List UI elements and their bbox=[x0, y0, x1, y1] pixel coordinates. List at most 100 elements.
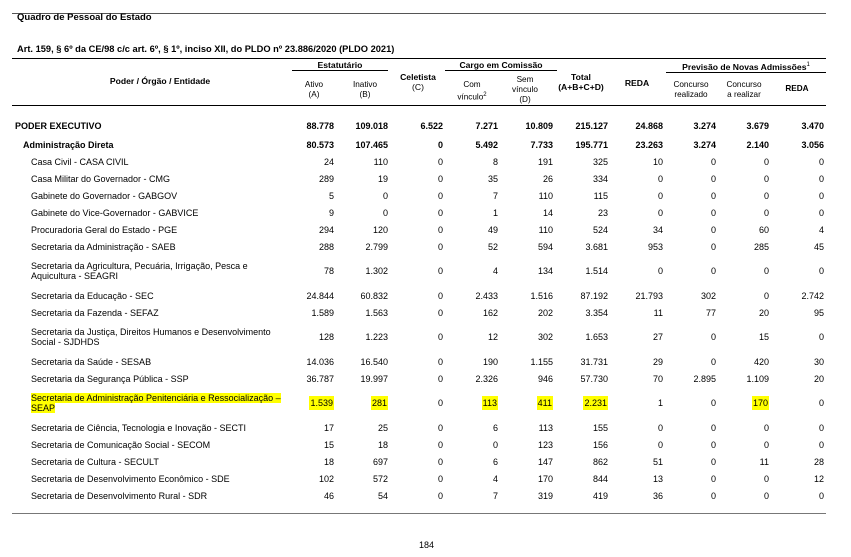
cell-celetista: 0 bbox=[437, 356, 443, 367]
cell-celetista: 0 bbox=[437, 207, 443, 218]
cell-realizado: 2.895 bbox=[693, 373, 716, 384]
cell-total: 419 bbox=[592, 490, 608, 501]
cell-total: 3.681 bbox=[585, 241, 608, 252]
cell-realizado: 0 bbox=[710, 224, 716, 235]
cell-reda: 0 bbox=[657, 207, 663, 218]
cell-sem: 26 bbox=[542, 173, 553, 184]
row-entity-name: PODER EXECUTIVO bbox=[15, 121, 102, 131]
table-row: Casa Civil - CASA CIVIL 24 110 0 8 191 325 10 0 0… bbox=[12, 153, 826, 170]
cell-ativo: 24 bbox=[323, 156, 334, 167]
cell-reda: 24.868 bbox=[635, 121, 663, 131]
cell-celetista: 0 bbox=[437, 173, 443, 184]
cell-inativo: 19.997 bbox=[360, 373, 388, 384]
cell-total: 1.653 bbox=[585, 332, 608, 342]
table-row: Secretaria de Administração Penitenciári… bbox=[12, 387, 826, 419]
cell-com: 52 bbox=[487, 241, 498, 252]
row-entity-name: Casa Civil - CASA CIVIL bbox=[31, 156, 129, 167]
cell-sem: 123 bbox=[537, 439, 553, 450]
cell-reda: 21.793 bbox=[635, 290, 663, 301]
row-entity-name: Casa Militar do Governador - CMG bbox=[31, 173, 171, 184]
cell-realizar: 0 bbox=[763, 490, 769, 501]
cell-com: 6 bbox=[492, 422, 498, 433]
cell-sem: 110 bbox=[538, 190, 553, 201]
table-row: Secretaria da Justiça, Direitos Humanos … bbox=[12, 321, 826, 353]
table-row: Secretaria da Agricultura, Pecuária, Irr… bbox=[12, 255, 826, 287]
table-row: Casa Militar do Governador - CMG 289 19 0 35… bbox=[12, 170, 826, 187]
cell-ativo: 128 bbox=[318, 332, 334, 342]
header-top-rule bbox=[12, 58, 826, 59]
table-row: Administração Direta 80.573 107.465 0 5.492 7… bbox=[12, 136, 826, 153]
cell-ativo: 294 bbox=[318, 224, 334, 235]
cell-com: 49 bbox=[487, 224, 498, 235]
cell-celetista: 0 bbox=[437, 190, 443, 201]
header-celetista: Celetista (C) bbox=[400, 72, 436, 92]
cell-com: 6 bbox=[492, 456, 498, 467]
table-row: Secretaria da Educação - SEC 24.844 60.832… bbox=[12, 287, 826, 304]
cell-celetista: 0 bbox=[437, 224, 443, 235]
cell-reda2: 0 bbox=[818, 490, 824, 501]
table-row: Secretaria de Ciência, Tecnologia e Inov… bbox=[12, 419, 826, 436]
cell-sem: 191 bbox=[537, 156, 553, 167]
cell-reda2: 0 bbox=[818, 207, 824, 218]
cell-inativo: 0 bbox=[382, 207, 388, 218]
cell-celetista: 0 bbox=[437, 307, 443, 318]
cell-reda2: 3.470 bbox=[801, 121, 824, 131]
cell-reda2: 12 bbox=[813, 473, 824, 484]
cell-com: 113 bbox=[481, 396, 498, 410]
table-body: PODER EXECUTIVO 88.778 109.018 6.522 7.271 10… bbox=[12, 116, 826, 504]
cell-inativo: 109.018 bbox=[355, 121, 388, 131]
cell-com: 7.271 bbox=[475, 121, 498, 131]
cell-reda2: 30 bbox=[813, 356, 824, 367]
cell-total: 115 bbox=[593, 190, 608, 201]
cell-total: 524 bbox=[592, 224, 608, 235]
header-inativo: Inativo (B) bbox=[352, 80, 378, 99]
cell-reda2: 28 bbox=[813, 456, 824, 467]
cell-sem: 946 bbox=[537, 373, 553, 384]
cell-realizar: 20 bbox=[758, 307, 769, 318]
staff-table: PODER EXECUTIVO 88.778 109.018 6.522 7.271 10… bbox=[12, 116, 826, 504]
cell-celetista: 0 bbox=[437, 422, 443, 433]
row-entity-name: Procuradoria Geral do Estado - PGE bbox=[31, 224, 178, 235]
cell-total: 844 bbox=[592, 473, 608, 484]
cell-inativo: 2.799 bbox=[365, 241, 388, 252]
table-row: Secretaria da Fazenda - SEFAZ 1.589 1.563 0… bbox=[12, 304, 826, 321]
cell-celetista: 0 bbox=[437, 241, 443, 252]
top-rule bbox=[12, 13, 826, 14]
cell-realizado: 3.274 bbox=[693, 139, 716, 150]
cell-com: 4 bbox=[492, 473, 498, 484]
cell-total: 334 bbox=[592, 173, 608, 184]
comissao-rule bbox=[445, 70, 557, 71]
cell-reda2: 20 bbox=[813, 373, 824, 384]
cell-reda2: 0 bbox=[818, 266, 824, 276]
cell-reda2: 3.056 bbox=[801, 139, 824, 150]
cell-realizado: 0 bbox=[710, 398, 716, 408]
table-row: Secretaria da Administração - SAEB 288 2.7… bbox=[12, 238, 826, 255]
cell-celetista: 0 bbox=[437, 473, 443, 484]
cell-inativo: 25 bbox=[377, 422, 388, 433]
cell-inativo: 60.832 bbox=[360, 290, 388, 301]
cell-realizado: 0 bbox=[710, 156, 716, 167]
row-entity-name: Secretaria da Justiça, Direitos Humanos … bbox=[31, 327, 271, 347]
cell-ativo: 36.787 bbox=[306, 373, 334, 384]
cell-com: 4 bbox=[492, 266, 498, 276]
cell-reda2: 0 bbox=[818, 156, 824, 167]
cell-com: 12 bbox=[487, 332, 498, 342]
cell-ativo: 17 bbox=[323, 422, 334, 433]
cell-inativo: 19 bbox=[377, 173, 388, 184]
cell-realizar: 0 bbox=[763, 290, 769, 301]
cell-total: 31.731 bbox=[580, 356, 608, 367]
row-entity-name: Secretaria de Comunicação Social - SECOM bbox=[31, 439, 211, 450]
row-entity-name: Secretaria da Educação - SEC bbox=[31, 290, 154, 301]
cell-com: 7 bbox=[492, 490, 498, 501]
cell-celetista: 0 bbox=[437, 439, 443, 450]
cell-inativo: 1.302 bbox=[365, 266, 388, 276]
table-row: Procuradoria Geral do Estado - PGE 294 120… bbox=[12, 221, 826, 238]
cell-ativo: 289 bbox=[318, 173, 334, 184]
cell-reda: 27 bbox=[652, 332, 663, 342]
cell-realizado: 3.274 bbox=[693, 121, 716, 131]
cell-realizar: 1.109 bbox=[746, 373, 769, 384]
table-row: Gabinete do Vice-Governador - GABVICE 9 0 0… bbox=[12, 204, 826, 221]
cell-com: 1 bbox=[492, 207, 498, 218]
header-reda: REDA bbox=[624, 78, 650, 88]
cell-reda: 0 bbox=[657, 173, 663, 184]
